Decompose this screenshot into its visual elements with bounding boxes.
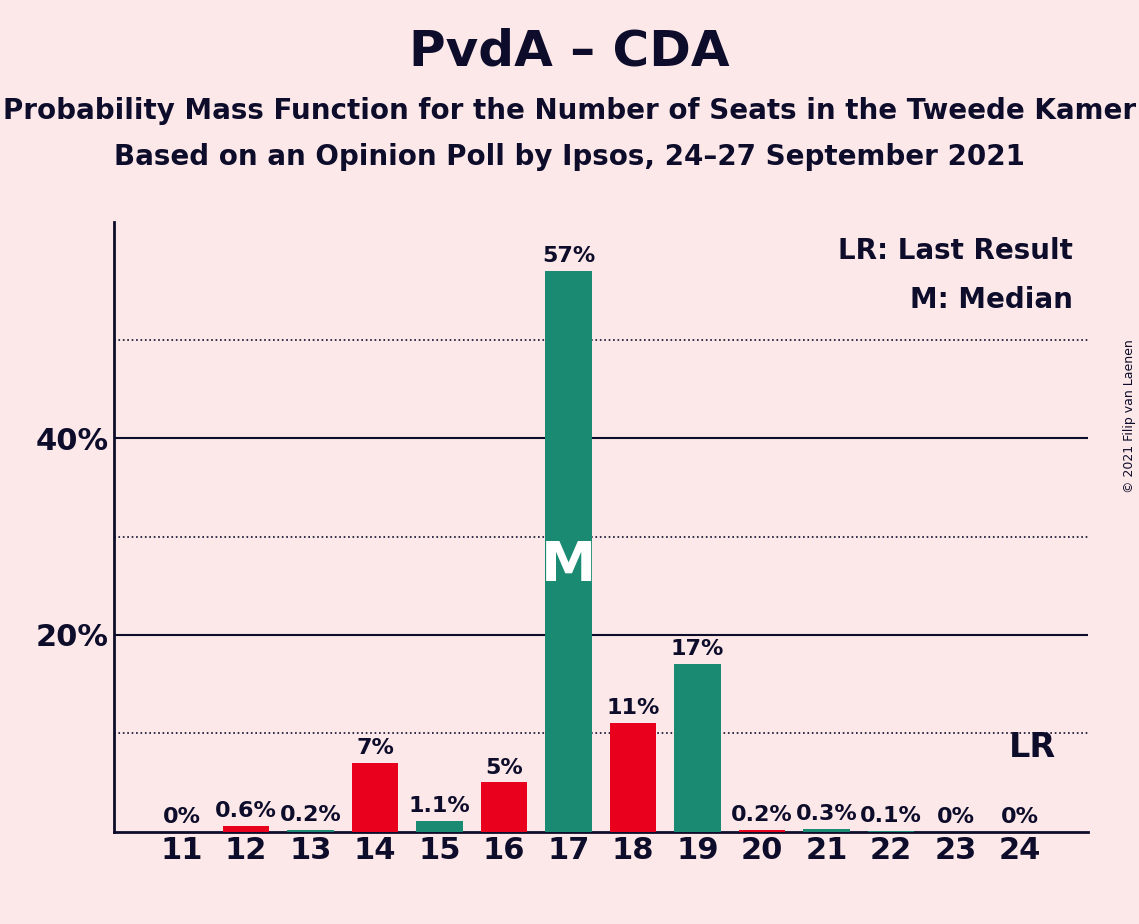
Text: 57%: 57%	[542, 246, 596, 266]
Text: 1.1%: 1.1%	[409, 796, 470, 816]
Text: 0%: 0%	[936, 807, 975, 827]
Bar	[546, 271, 592, 832]
Text: M: Median: M: Median	[910, 286, 1073, 314]
Text: 0.3%: 0.3%	[796, 804, 858, 823]
Text: 0.2%: 0.2%	[731, 805, 793, 825]
Bar	[803, 829, 850, 832]
Text: 0%: 0%	[1001, 807, 1039, 827]
Text: 17%: 17%	[671, 639, 724, 660]
Text: Probability Mass Function for the Number of Seats in the Tweede Kamer: Probability Mass Function for the Number…	[3, 97, 1136, 125]
Text: LR: LR	[1009, 732, 1056, 764]
Text: 11%: 11%	[606, 699, 659, 719]
Text: PvdA – CDA: PvdA – CDA	[409, 28, 730, 76]
Bar	[868, 831, 915, 832]
Text: 7%: 7%	[357, 738, 394, 758]
Bar	[352, 762, 399, 832]
Text: 0.6%: 0.6%	[215, 801, 277, 821]
Text: M: M	[541, 539, 596, 593]
Bar	[416, 821, 462, 832]
Text: 5%: 5%	[485, 758, 523, 777]
Text: LR: Last Result: LR: Last Result	[838, 237, 1073, 265]
Bar	[609, 723, 656, 832]
Bar	[287, 830, 334, 832]
Text: 0%: 0%	[163, 807, 200, 827]
Bar	[674, 664, 721, 832]
Text: 0.1%: 0.1%	[860, 806, 923, 826]
Bar	[481, 783, 527, 832]
Bar	[223, 826, 269, 832]
Text: 0.2%: 0.2%	[279, 805, 342, 825]
Bar	[739, 830, 786, 832]
Text: © 2021 Filip van Laenen: © 2021 Filip van Laenen	[1123, 339, 1137, 492]
Text: Based on an Opinion Poll by Ipsos, 24–27 September 2021: Based on an Opinion Poll by Ipsos, 24–27…	[114, 143, 1025, 171]
